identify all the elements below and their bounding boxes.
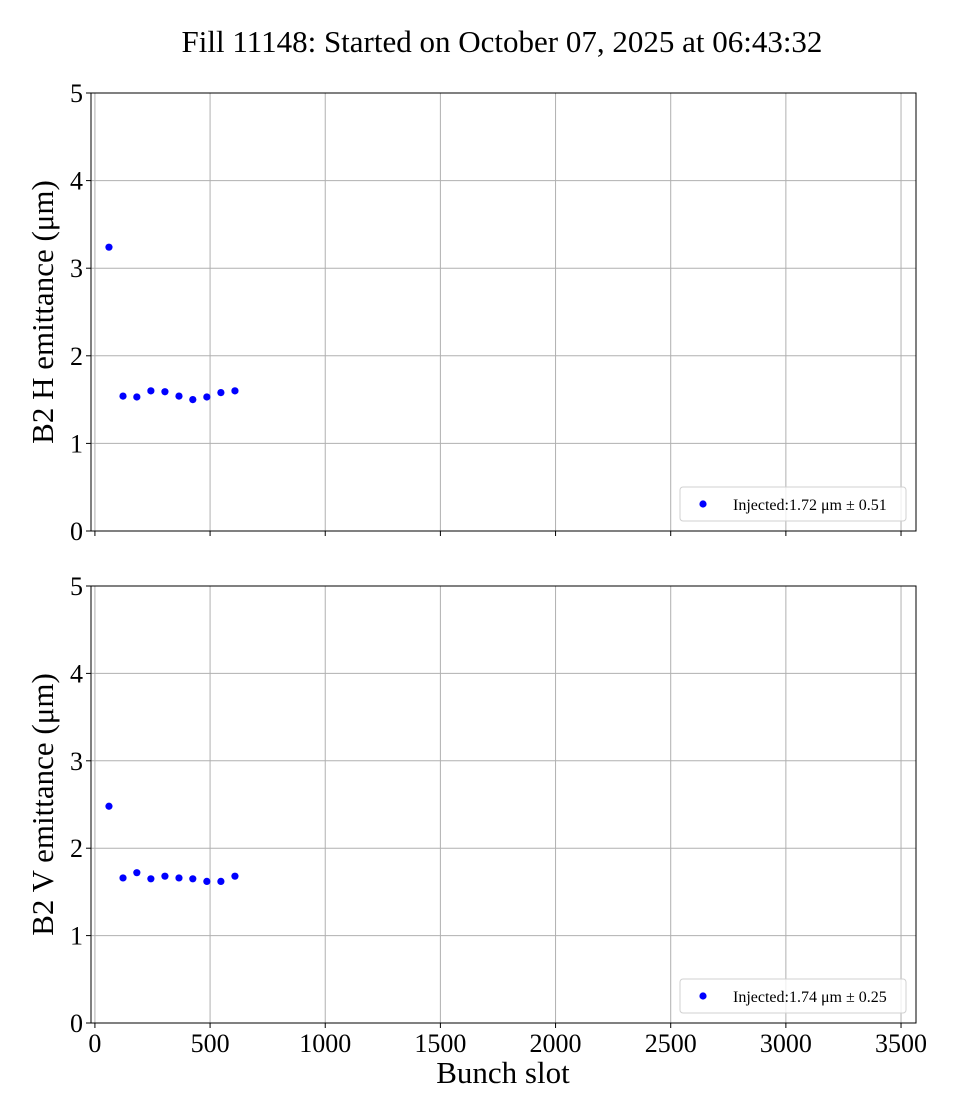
data-point [175,874,183,882]
data-point [217,388,225,397]
y-tick-label: 2 [70,342,83,371]
x-tick-label: 3000 [760,1029,812,1058]
x-tick-label: 2000 [530,1029,582,1058]
x-tick-label: 2500 [645,1029,697,1058]
y-tick-label: 5 [70,572,83,601]
y-axis-label: B2 V emittance (μm) [25,673,60,936]
legend-box [679,978,907,1014]
data-point [203,877,211,886]
legend-marker [699,500,707,508]
y-tick-label: 0 [70,1009,83,1038]
data-point [161,388,169,396]
axes-frame [90,585,917,1024]
data-point [133,393,141,401]
x-axis-label: Bunch slot [436,1055,570,1090]
y-tick-label: 5 [70,79,83,108]
data-point [147,387,155,395]
chart-title: Fill 11148: Started on October 07, 2025 … [182,24,823,59]
y-tick-label: 0 [70,517,83,546]
data-point [231,387,239,395]
y-tick-label: 3 [70,747,83,776]
y-tick-label: 4 [70,167,83,196]
data-point [175,392,183,400]
legend-box [679,486,907,522]
y-tick-label: 2 [70,834,83,863]
x-tick-label: 3500 [875,1029,927,1058]
data-point [161,872,169,880]
data-point [105,802,113,810]
legend-marker [699,992,707,1000]
legend-label: Injected:1.72 μm ± 0.51 [733,497,887,514]
x-tick-label: 1500 [414,1029,466,1058]
x-tick-label: 0 [88,1029,101,1058]
data-point [231,872,239,880]
y-tick-label: 1 [70,429,83,458]
data-point [217,877,225,886]
data-point [119,392,127,400]
data-point [105,243,113,251]
data-point [119,874,127,882]
y-tick-label: 4 [70,659,83,688]
data-point [147,875,155,883]
data-point [189,396,197,404]
legend-label: Injected:1.74 μm ± 0.25 [733,989,887,1006]
x-tick-label: 500 [191,1029,230,1058]
x-tick-label: 1000 [299,1029,351,1058]
y-tick-label: 1 [70,922,83,951]
data-point [203,393,211,401]
y-tick-label: 3 [70,254,83,283]
data-point [133,869,141,877]
y-axis-label: B2 H emittance (μm) [25,180,60,444]
axes-frame [90,92,917,532]
data-point [189,875,197,883]
